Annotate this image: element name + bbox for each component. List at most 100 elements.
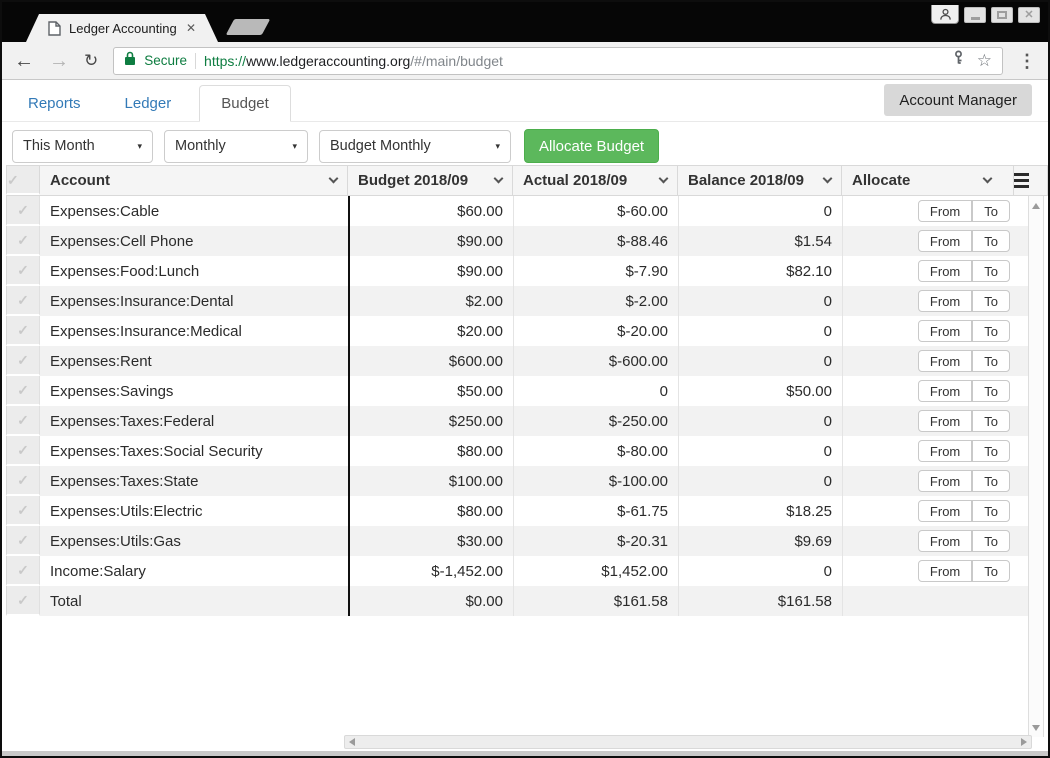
actual-cell: $-7.90 [513,256,678,286]
table-menu-button[interactable] [1014,166,1048,195]
allocate-to-button[interactable]: To [972,440,1010,462]
row-select-checkbox[interactable]: ✓ [6,256,40,286]
table-row[interactable]: ✓ Expenses:Insurance:Medical $20.00 $-20… [6,316,1032,346]
allocate-from-button[interactable]: From [918,470,972,492]
row-select-checkbox[interactable]: ✓ [6,406,40,436]
forward-button[interactable]: → [49,51,69,71]
tab-ledger[interactable]: Ledger [109,86,188,121]
tab-budget[interactable]: Budget [199,85,291,122]
allocate-to-button[interactable]: To [972,380,1010,402]
row-select-checkbox[interactable]: ✓ [6,376,40,406]
check-icon: ✓ [17,203,29,217]
key-icon[interactable] [952,50,965,71]
browser-tab[interactable]: Ledger Accounting ✕ [26,14,218,42]
select-all-checkbox[interactable]: ✓ [6,166,40,195]
account-cell: Expenses:Utils:Gas [40,526,348,556]
allocate-from-button[interactable]: From [918,290,972,312]
minimize-button[interactable] [964,7,986,23]
allocate-to-button[interactable]: To [972,410,1010,432]
budget-type-select[interactable]: Budget Monthly ▾ [319,130,511,163]
allocate-to-button[interactable]: To [972,230,1010,252]
balance-cell: $18.25 [678,496,842,526]
scroll-right-icon[interactable] [1021,738,1027,746]
allocate-to-button[interactable]: To [972,470,1010,492]
allocate-from-button[interactable]: From [918,410,972,432]
back-button[interactable]: ← [14,51,34,71]
table-row[interactable]: ✓ Expenses:Cell Phone $90.00 $-88.46 $1.… [6,226,1032,256]
scroll-down-icon[interactable] [1032,725,1040,731]
column-header-actual[interactable]: Actual 2018/09 [513,166,678,195]
column-header-allocate[interactable]: Allocate [842,166,1014,195]
actual-cell: $-20.00 [513,316,678,346]
row-select-checkbox[interactable]: ✓ [6,466,40,496]
balance-cell: 0 [678,196,842,226]
new-tab-button[interactable] [226,19,271,35]
table-row[interactable]: ✓ Expenses:Taxes:State $100.00 $-100.00 … [6,466,1032,496]
table-row[interactable]: ✓ Expenses:Utils:Gas $30.00 $-20.31 $9.6… [6,526,1032,556]
row-select-checkbox[interactable]: ✓ [6,346,40,376]
frequency-select[interactable]: Monthly ▾ [164,130,308,163]
allocate-from-button[interactable]: From [918,380,972,402]
column-header-budget[interactable]: Budget 2018/09 [348,166,513,195]
allocate-to-button[interactable]: To [972,290,1010,312]
row-select-checkbox[interactable]: ✓ [6,316,40,346]
allocate-from-button[interactable]: From [918,530,972,552]
person-icon [939,8,952,21]
allocate-to-button[interactable]: To [972,530,1010,552]
allocate-from-button[interactable]: From [918,260,972,282]
tab-reports[interactable]: Reports [12,86,97,121]
table-row[interactable]: ✓ Expenses:Utils:Electric $80.00 $-61.75… [6,496,1032,526]
account-manager-button[interactable]: Account Manager [884,84,1032,116]
maximize-button[interactable] [991,7,1013,23]
allocate-to-button[interactable]: To [972,500,1010,522]
profile-button[interactable] [931,5,959,24]
table-row[interactable]: ✓ Expenses:Taxes:Social Security $80.00 … [6,436,1032,466]
table-row[interactable]: ✓ Expenses:Insurance:Dental $2.00 $-2.00… [6,286,1032,316]
allocate-from-button[interactable]: From [918,200,972,222]
column-header-account[interactable]: Account [40,166,348,195]
allocate-cell: From To [842,496,1032,526]
allocate-from-button[interactable]: From [918,350,972,372]
bookmark-star-icon[interactable]: ☆ [977,52,992,69]
row-select-checkbox[interactable]: ✓ [6,226,40,256]
row-select-checkbox[interactable]: ✓ [6,526,40,556]
table-row[interactable]: ✓ Expenses:Savings $50.00 0 $50.00 From … [6,376,1032,406]
allocate-from-button[interactable]: From [918,500,972,522]
allocate-from-button[interactable]: From [918,440,972,462]
page-favicon-icon [48,21,61,36]
scroll-left-icon[interactable] [349,738,355,746]
table-row[interactable]: ✓ Income:Salary $-1,452.00 $1,452.00 0 F… [6,556,1032,586]
allocate-budget-button[interactable]: Allocate Budget [524,129,659,163]
chevron-down-icon: ▾ [292,141,297,152]
table-row[interactable]: ✓ Expenses:Food:Lunch $90.00 $-7.90 $82.… [6,256,1032,286]
allocate-to-button[interactable]: To [972,260,1010,282]
window-titlebar[interactable]: Ledger Accounting ✕ ✕ [2,2,1048,42]
allocate-from-button[interactable]: From [918,320,972,342]
allocate-to-button[interactable]: To [972,560,1010,582]
row-select-checkbox[interactable]: ✓ [6,496,40,526]
period-select[interactable]: This Month ▾ [12,130,153,163]
browser-menu-icon[interactable]: ⋮ [1018,52,1036,70]
allocate-from-button[interactable]: From [918,560,972,582]
allocate-cell: From To [842,346,1032,376]
row-select-checkbox[interactable]: ✓ [6,196,40,226]
scroll-up-icon[interactable] [1032,203,1040,209]
column-header-balance[interactable]: Balance 2018/09 [678,166,842,195]
horizontal-scrollbar[interactable] [344,735,1032,749]
allocate-to-button[interactable]: To [972,200,1010,222]
tab-close-icon[interactable]: ✕ [186,22,196,34]
row-select-checkbox[interactable]: ✓ [6,436,40,466]
row-select-checkbox[interactable]: ✓ [6,286,40,316]
row-select-checkbox[interactable]: ✓ [6,586,40,616]
allocate-from-button[interactable]: From [918,230,972,252]
close-button[interactable]: ✕ [1018,7,1040,23]
table-row[interactable]: ✓ Expenses:Taxes:Federal $250.00 $-250.0… [6,406,1032,436]
address-bar[interactable]: Secure https://www.ledgeraccounting.org/… [113,47,1003,75]
refresh-button[interactable]: ↻ [84,52,98,69]
allocate-to-button[interactable]: To [972,320,1010,342]
table-row[interactable]: ✓ Expenses:Cable $60.00 $-60.00 0 From T… [6,196,1032,226]
allocate-to-button[interactable]: To [972,350,1010,372]
table-row[interactable]: ✓ Expenses:Rent $600.00 $-600.00 0 From … [6,346,1032,376]
vertical-scrollbar[interactable] [1028,196,1044,737]
row-select-checkbox[interactable]: ✓ [6,556,40,586]
